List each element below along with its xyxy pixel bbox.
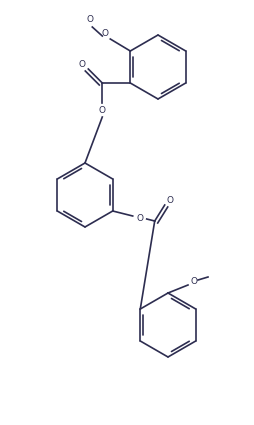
Text: O: O <box>166 196 173 204</box>
Text: O: O <box>87 14 94 23</box>
Text: O: O <box>136 213 143 223</box>
Text: O: O <box>102 28 109 37</box>
Text: O: O <box>190 278 198 286</box>
Text: O: O <box>99 105 106 114</box>
Text: O: O <box>79 60 86 68</box>
